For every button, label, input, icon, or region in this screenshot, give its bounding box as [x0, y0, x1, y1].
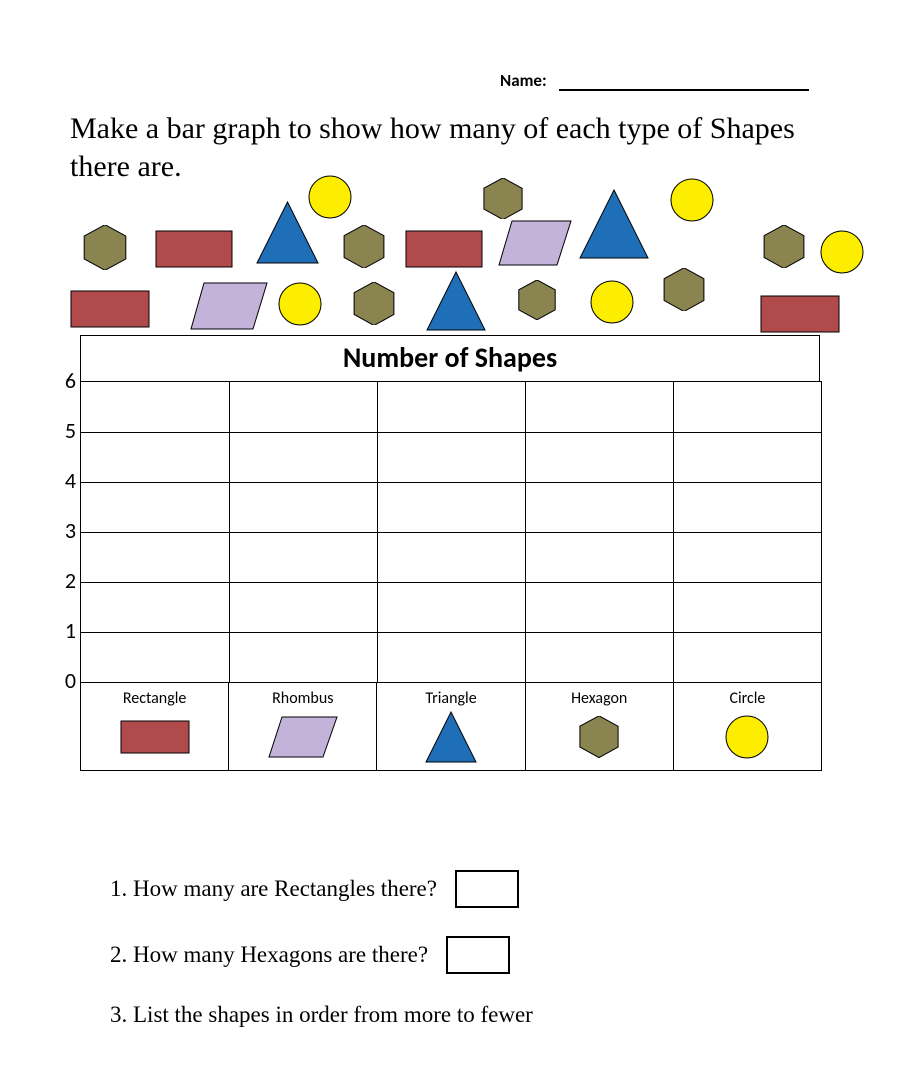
category-cell-circle: Circle: [673, 683, 821, 770]
hexagon-icon: [576, 716, 622, 757]
y-tick-label: 6: [48, 367, 76, 394]
category-cell-rhombus: Rhombus: [228, 683, 376, 770]
hexagon-icon: [340, 225, 388, 268]
y-tick-label: 4: [48, 467, 76, 494]
gridline: [81, 582, 821, 583]
y-tick-label: 1: [48, 617, 76, 644]
question-3: 3. List the shapes in order from more to…: [110, 1002, 551, 1028]
y-tick-label: 3: [48, 517, 76, 544]
category-cell-triangle: Triangle: [376, 683, 524, 770]
category-label: Rectangle: [81, 689, 228, 708]
circle-icon: [820, 230, 864, 274]
category-row: RectangleRhombusTriangleHexagonCircle: [80, 683, 822, 771]
triangle-icon: [425, 270, 487, 332]
category-cell-hexagon: Hexagon: [525, 683, 673, 770]
category-label: Hexagon: [526, 689, 673, 708]
answer-box-2[interactable]: [446, 936, 510, 974]
gridline: [81, 482, 821, 483]
question-2-text: 2. How many Hexagons are there?: [110, 942, 428, 968]
question-3-text: 3. List the shapes in order from more to…: [110, 1002, 533, 1028]
rhombus-icon: [190, 282, 268, 330]
hexagon-icon: [80, 225, 130, 270]
y-tick-label: 2: [48, 567, 76, 594]
gridline: [673, 382, 674, 682]
question-1: 1. How many are Rectangles there?: [110, 870, 551, 908]
hexagon-icon: [660, 268, 708, 311]
bar-chart: Number of Shapes RectangleRhombusTriangl…: [80, 335, 820, 771]
rectangle-icon: [155, 230, 233, 268]
hexagon-icon: [480, 178, 526, 219]
gridline: [525, 382, 526, 682]
category-label: Rhombus: [229, 689, 376, 708]
circle-icon: [278, 282, 322, 326]
name-input-line[interactable]: [559, 89, 809, 91]
worksheet-page: Name: Make a bar graph to show how many …: [0, 0, 898, 1080]
category-label: Triangle: [377, 689, 524, 708]
hexagon-icon: [760, 225, 808, 268]
question-1-text: 1. How many are Rectangles there?: [110, 876, 437, 902]
gridline: [81, 432, 821, 433]
circle-icon: [308, 175, 352, 219]
circle-icon: [590, 280, 634, 324]
circle-icon: [670, 178, 714, 222]
rhombus-icon: [268, 716, 338, 758]
rectangle-icon: [405, 230, 483, 268]
category-cell-rectangle: Rectangle: [81, 683, 228, 770]
shape-scatter-area: [60, 170, 860, 330]
gridline: [229, 382, 230, 682]
chart-title: Number of Shapes: [80, 335, 820, 381]
triangle-icon: [424, 710, 478, 764]
rectangle-icon: [70, 290, 150, 328]
name-field: Name:: [500, 70, 809, 91]
question-2: 2. How many Hexagons are there?: [110, 936, 551, 974]
rectangle-icon: [120, 720, 190, 754]
circle-icon: [725, 715, 769, 759]
hexagon-icon: [515, 280, 559, 320]
gridline: [81, 532, 821, 533]
rhombus-icon: [498, 220, 572, 266]
gridline: [81, 632, 821, 633]
hexagon-icon: [350, 282, 398, 325]
chart-grid[interactable]: [80, 381, 822, 683]
answer-box-1[interactable]: [455, 870, 519, 908]
y-tick-label: 5: [48, 417, 76, 444]
y-tick-label: 0: [48, 667, 76, 694]
gridline: [377, 382, 378, 682]
triangle-icon: [578, 188, 650, 260]
questions-block: 1. How many are Rectangles there? 2. How…: [110, 870, 551, 1056]
category-label: Circle: [674, 689, 821, 708]
name-label: Name:: [500, 70, 547, 91]
rectangle-icon: [760, 295, 840, 333]
